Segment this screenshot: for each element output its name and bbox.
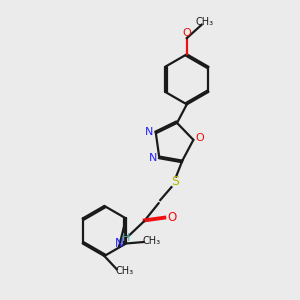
Text: CH₃: CH₃ bbox=[142, 236, 160, 246]
Text: H: H bbox=[122, 233, 130, 243]
Text: O: O bbox=[196, 134, 204, 143]
Text: O: O bbox=[182, 28, 191, 38]
Text: CH₃: CH₃ bbox=[115, 266, 133, 276]
Text: CH₃: CH₃ bbox=[195, 17, 214, 27]
Text: N: N bbox=[115, 237, 123, 250]
Text: N: N bbox=[145, 127, 154, 137]
Text: S: S bbox=[171, 175, 179, 188]
Text: O: O bbox=[167, 211, 176, 224]
Text: N: N bbox=[148, 153, 157, 163]
